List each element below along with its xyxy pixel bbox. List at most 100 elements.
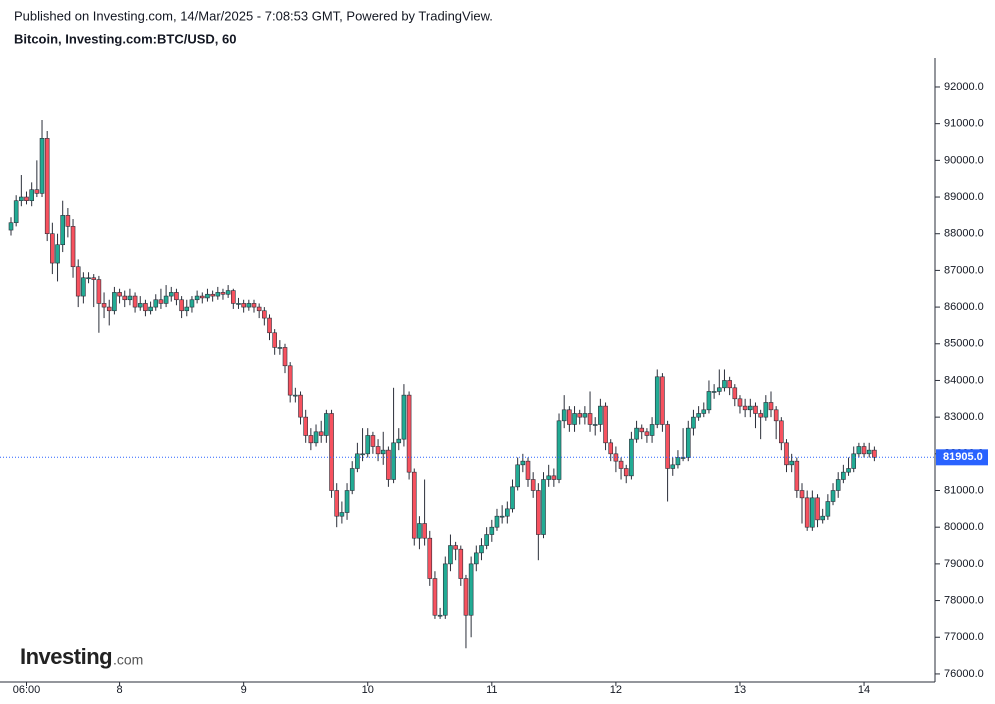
candle-body	[618, 460, 624, 469]
candle-body	[112, 292, 117, 312]
candle-body	[810, 497, 815, 528]
published-line: Published on Investing.com, 14/Mar/2025 …	[14, 8, 493, 23]
candle-body	[592, 424, 598, 426]
y-tick-label: 89000.0	[944, 191, 984, 203]
y-tick-label: 91000.0	[944, 118, 984, 130]
candle-body	[308, 435, 314, 444]
candle-body	[815, 497, 820, 521]
candle-body	[468, 563, 474, 616]
candle-body	[8, 222, 14, 231]
candle-body	[732, 387, 738, 400]
candle-body	[298, 394, 303, 418]
candle-body	[835, 479, 841, 491]
candle-body	[448, 545, 453, 565]
y-tick-label: 81000.0	[944, 484, 984, 496]
candle-body	[841, 471, 846, 480]
y-tick-label: 88000.0	[944, 228, 984, 240]
y-tick-label: 84000.0	[944, 374, 984, 386]
candle-body	[799, 490, 805, 499]
candle-body	[143, 303, 148, 312]
candle-body	[422, 523, 427, 539]
candle-body	[644, 431, 650, 436]
candle-body	[127, 295, 133, 301]
logo-brand: Investing	[20, 644, 112, 669]
candle-body	[375, 446, 381, 455]
candle-body	[494, 515, 500, 528]
candle-body	[70, 226, 76, 268]
candle-body	[639, 427, 645, 433]
candle-body	[696, 413, 701, 418]
candle-body	[551, 475, 557, 480]
candle-body	[241, 303, 246, 308]
candle-body	[168, 292, 174, 297]
x-tick-label: 8	[117, 684, 123, 696]
y-tick-label: 77000.0	[944, 631, 984, 643]
candle-body	[499, 515, 505, 518]
candle-body	[174, 292, 179, 301]
candle-body	[122, 295, 128, 301]
candle-body	[489, 526, 495, 535]
candle-body	[417, 523, 422, 539]
candle-body	[86, 277, 91, 280]
candle-body	[81, 277, 86, 297]
x-tick-label: 12	[610, 684, 622, 696]
candle-body	[608, 442, 614, 455]
candle-body	[318, 431, 324, 436]
candle-body	[561, 409, 567, 422]
candle-body	[334, 490, 340, 517]
candle-body	[225, 290, 231, 295]
symbol-title: Bitcoin, Investing.com:BTC/USD, 60	[14, 31, 236, 46]
candle-body	[453, 545, 458, 550]
y-tick-label: 92000.0	[944, 81, 984, 93]
candle-body	[716, 387, 722, 392]
candle-body	[344, 490, 350, 513]
candle-body	[722, 380, 727, 389]
candle-body	[463, 578, 469, 616]
candle-body	[153, 299, 159, 308]
candle-body	[272, 332, 277, 348]
candle-body	[210, 293, 215, 297]
candle-body	[763, 402, 769, 418]
candle-body	[236, 303, 241, 305]
x-tick-label: 10	[362, 684, 374, 696]
candle-body	[675, 457, 681, 466]
candle-body	[349, 468, 355, 491]
y-tick-label: 78000.0	[944, 594, 984, 606]
candle-body	[251, 303, 257, 308]
candle-body	[861, 446, 867, 455]
candle-body	[587, 413, 593, 425]
candle-body	[437, 614, 443, 617]
candle-body	[691, 416, 696, 429]
candle-body	[277, 347, 283, 349]
candle-body	[872, 449, 877, 458]
candle-body	[567, 409, 572, 425]
candle-body	[758, 413, 763, 418]
candle-body	[846, 468, 851, 473]
candle-body	[773, 409, 779, 422]
logo-suffix: .com	[113, 652, 143, 668]
candle-body	[794, 460, 800, 491]
candle-body	[520, 460, 526, 466]
candle-body	[748, 405, 753, 411]
candle-body	[856, 446, 862, 455]
candle-body	[75, 266, 81, 297]
candle-body	[727, 380, 732, 389]
candle-body	[91, 277, 97, 280]
last-price-label: 81905.0	[943, 451, 983, 463]
candle-body	[484, 534, 489, 546]
candle-body	[199, 295, 205, 299]
candle-body	[60, 215, 66, 246]
x-tick-label: 11	[486, 684, 497, 696]
candle-body	[577, 413, 583, 418]
candle-body	[355, 453, 360, 469]
candle-body	[784, 442, 789, 466]
x-tick-label: 9	[241, 684, 247, 696]
candle-body	[473, 552, 479, 565]
y-tick-label: 85000.0	[944, 338, 984, 350]
candle-body	[515, 464, 520, 488]
y-tick-label: 86000.0	[944, 301, 984, 313]
candle-body	[442, 563, 448, 616]
candle-body	[510, 486, 515, 510]
candle-body	[19, 196, 24, 202]
